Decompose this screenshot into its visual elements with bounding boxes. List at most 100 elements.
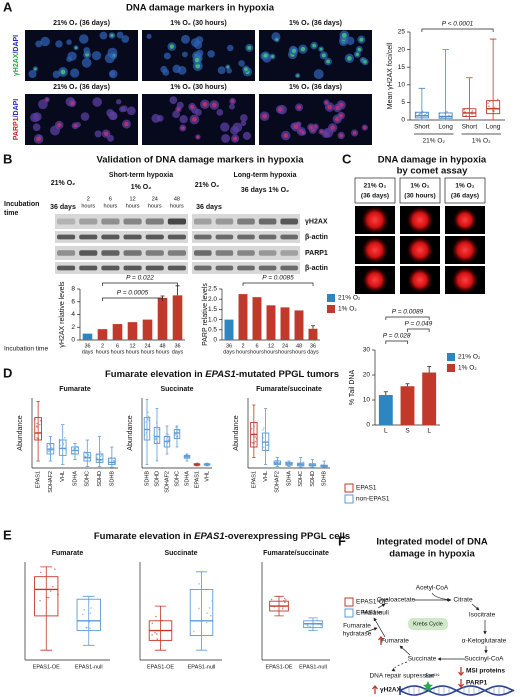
x-tick-label: Short xyxy=(414,124,430,131)
cell-nucleus xyxy=(177,65,187,75)
data-point xyxy=(50,446,53,449)
blot-band xyxy=(79,218,98,225)
cell-nucleus xyxy=(229,103,235,110)
foci xyxy=(196,135,200,139)
foci xyxy=(191,117,197,122)
foci xyxy=(124,121,129,127)
blot-band xyxy=(123,234,142,240)
blot-band xyxy=(258,218,277,225)
foci xyxy=(347,56,352,61)
box xyxy=(486,100,501,115)
image-label: 1% O₂ (36 days) xyxy=(289,20,342,27)
legend-label: non-EPAS1 xyxy=(356,496,390,503)
significance-bracket xyxy=(407,328,430,332)
data-point xyxy=(145,421,147,423)
blot-header: 36 days 1% O₂ xyxy=(241,187,289,194)
foci xyxy=(352,131,357,135)
x-tick-label: SDHAF2 xyxy=(164,471,170,493)
y-axis-label: γH2AX relative levels xyxy=(59,281,66,348)
foci xyxy=(202,101,208,107)
whisker xyxy=(489,38,497,121)
data-point xyxy=(83,609,86,611)
cell-nucleus xyxy=(80,112,90,121)
data-point xyxy=(263,446,265,448)
foci xyxy=(73,124,77,128)
lane-label: 6 xyxy=(109,196,112,202)
data-point xyxy=(47,596,50,599)
x-tick-label: EPAS1-null xyxy=(299,664,327,670)
chart-title: Succinate xyxy=(164,550,197,557)
data-point xyxy=(54,568,56,570)
data-point xyxy=(270,598,273,601)
chart-title: Fumarate/succinate xyxy=(263,550,329,557)
foci xyxy=(309,125,313,130)
cell-nucleus xyxy=(323,127,334,138)
diagram-node: Citrate xyxy=(453,597,473,604)
p-value: P < 0.0001 xyxy=(442,21,474,28)
y-tick-label: 30 xyxy=(363,347,371,354)
blot-band xyxy=(145,234,164,240)
data-point xyxy=(285,599,287,601)
cell-nucleus xyxy=(92,97,102,107)
lane-label: 2 xyxy=(87,196,90,202)
whisker xyxy=(73,443,77,460)
data-point xyxy=(320,624,322,626)
comet xyxy=(407,267,433,293)
blot-band xyxy=(280,265,298,271)
x-tick-label: 36 xyxy=(226,343,232,349)
foci xyxy=(60,69,66,75)
whisker xyxy=(195,571,208,651)
data-point xyxy=(39,599,41,602)
band-label: β-actin xyxy=(305,265,328,272)
panel-title-part: -mutated PPGL tumors xyxy=(236,369,339,380)
cell-nucleus xyxy=(220,122,230,132)
panel-title: Validation of DNA damage markers in hypo… xyxy=(96,155,304,166)
panel-title-part: EPAS1 xyxy=(205,369,235,380)
y-tick-label: 0 xyxy=(366,422,370,429)
data-point xyxy=(488,105,490,107)
foci xyxy=(194,57,200,63)
blot-header: 36 days xyxy=(196,204,222,211)
legend-swatch xyxy=(344,483,354,493)
whisker xyxy=(155,408,159,462)
cell-nucleus xyxy=(163,52,171,60)
image-label: (36 days) xyxy=(451,193,479,200)
cell-nucleus xyxy=(108,111,118,121)
data-point xyxy=(47,450,50,452)
x-tick-label: Long xyxy=(486,124,501,131)
foci xyxy=(321,53,326,58)
foci xyxy=(320,130,324,134)
cell-nucleus xyxy=(216,108,224,116)
foci xyxy=(339,113,344,118)
data-point xyxy=(254,440,257,443)
legend-label: EPAS1-OE xyxy=(356,599,389,606)
foci xyxy=(176,107,181,111)
foci xyxy=(275,38,279,41)
blot-band xyxy=(57,265,76,271)
blot-band xyxy=(101,265,120,271)
x-tick-label: EPAS1 xyxy=(251,471,257,488)
x-tick-label: SDHC xyxy=(85,471,91,487)
cell-nucleus xyxy=(91,50,102,61)
blot-header: 36 days xyxy=(50,204,76,211)
legend-label: 21% O₂ xyxy=(458,354,481,361)
blot-band xyxy=(194,218,212,225)
data-point xyxy=(156,441,159,444)
group-label: 21% O₂ xyxy=(423,138,446,145)
cell-nucleus xyxy=(242,131,252,141)
data-point xyxy=(166,442,169,444)
data-point xyxy=(147,418,149,420)
data-point xyxy=(151,634,153,636)
x-tick-label: 6 xyxy=(116,343,119,349)
data-point xyxy=(175,426,177,429)
diagram-node: MSI proteins xyxy=(466,668,505,675)
data-point xyxy=(471,110,474,112)
x-tick-label: 12 xyxy=(129,343,135,349)
blot-header: 1% O₂ xyxy=(131,184,152,191)
blot-header: Short-term hypoxia xyxy=(109,172,173,179)
panel-letter: A xyxy=(3,0,13,14)
cell-nucleus xyxy=(52,70,61,79)
row-label-part: /DAPI xyxy=(13,35,20,54)
cell-nucleus xyxy=(40,36,50,47)
